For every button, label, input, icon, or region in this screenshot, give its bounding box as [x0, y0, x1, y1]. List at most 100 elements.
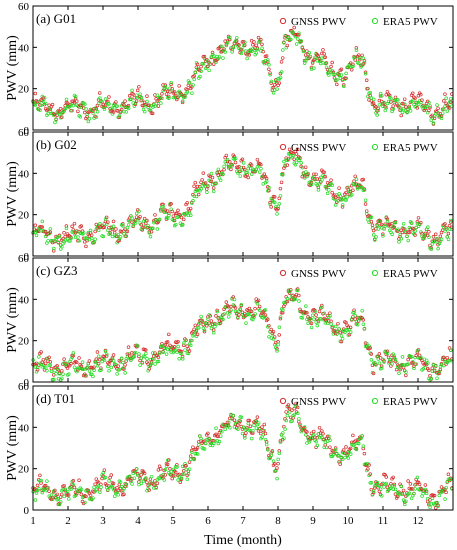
gnss-point	[195, 332, 200, 337]
gnss-point	[305, 311, 309, 315]
gnss-point	[96, 362, 101, 366]
era5-point	[270, 449, 275, 454]
gnss-point	[361, 177, 365, 182]
era5-point	[223, 50, 228, 54]
gnss-point	[245, 172, 249, 177]
gnss-point	[195, 446, 200, 450]
gnss-point	[171, 214, 176, 218]
gnss-point	[93, 482, 97, 487]
era5-point	[60, 376, 64, 381]
era5-point	[251, 428, 255, 433]
era5-point	[197, 443, 201, 447]
gnss-point	[190, 448, 194, 453]
gnss-point	[344, 445, 348, 449]
era5-point	[190, 91, 194, 95]
era5-point	[151, 351, 155, 355]
chart-panel: 0 20 40 60 (a) G01 GNSS PWV ERA5 PWV PWV (mm)	[5, 1, 454, 137]
era5-point	[218, 434, 223, 438]
era5-point	[255, 301, 260, 306]
era5-point	[212, 189, 216, 193]
era5-point	[37, 100, 41, 104]
gnss-point	[448, 220, 453, 224]
era5-point	[210, 322, 215, 326]
era5-point	[269, 79, 274, 84]
era5-point	[443, 497, 447, 501]
era5-point	[278, 440, 283, 445]
era5-point	[391, 487, 396, 491]
gnss-point	[324, 185, 329, 190]
era5-point	[232, 297, 237, 302]
era5-point	[346, 456, 351, 460]
era5-point	[177, 357, 181, 361]
era5-point	[380, 366, 384, 370]
era5-point	[306, 171, 310, 176]
gnss-point	[374, 227, 378, 231]
era5-point	[348, 330, 353, 334]
era5-point	[300, 165, 305, 170]
era5-point	[354, 177, 359, 181]
y-tick-label: 20	[18, 210, 30, 222]
gnss-point	[83, 110, 87, 115]
era5-point	[187, 467, 192, 471]
gnss-point	[147, 367, 151, 371]
y-tick-label: 60	[18, 381, 30, 393]
gnss-point	[201, 171, 206, 175]
gnss-point	[255, 415, 260, 419]
gnss-point	[377, 352, 382, 356]
legend-marker	[371, 269, 379, 277]
gnss-point	[111, 110, 116, 114]
gnss-point	[147, 488, 151, 492]
era5-point	[96, 101, 101, 106]
era5-point	[367, 220, 371, 225]
data-points	[31, 147, 454, 253]
era5-point	[371, 489, 376, 494]
era5-point	[312, 66, 316, 70]
era5-point	[184, 467, 188, 472]
gnss-point	[210, 50, 215, 55]
era5-point	[401, 106, 406, 111]
era5-point	[94, 359, 99, 364]
era5-point	[86, 119, 91, 124]
gnss-point	[248, 424, 253, 429]
gnss-point	[245, 425, 249, 430]
era5-point	[289, 37, 293, 42]
era5-point	[324, 445, 329, 450]
gnss-point	[179, 349, 184, 354]
era5-point	[362, 188, 367, 192]
gnss-point	[295, 287, 300, 291]
gnss-point	[260, 425, 264, 429]
era5-point	[217, 439, 222, 444]
gnss-point	[298, 422, 302, 427]
era5-point	[69, 487, 73, 491]
gnss-point	[209, 179, 214, 184]
era5-point	[320, 305, 324, 310]
era5-point	[220, 430, 224, 434]
gnss-point	[255, 157, 260, 162]
era5-point	[83, 102, 87, 107]
y-tick-label: 0	[24, 505, 30, 517]
era5-point	[91, 374, 95, 379]
era5-point	[297, 417, 301, 421]
gnss-point	[447, 224, 452, 228]
era5-point	[362, 326, 367, 331]
gnss-point	[301, 48, 306, 52]
era5-point	[130, 216, 134, 220]
gnss-point	[53, 112, 57, 117]
gnss-point	[408, 482, 413, 486]
era5-point	[91, 111, 95, 115]
gnss-point	[303, 53, 308, 57]
era5-point	[285, 296, 290, 301]
era5-point	[101, 234, 106, 239]
gnss-point	[292, 25, 296, 30]
gnss-point	[160, 341, 164, 346]
gnss-point	[246, 175, 250, 180]
era5-point	[345, 195, 349, 199]
gnss-point	[415, 219, 420, 224]
era5-point	[436, 246, 440, 251]
era5-point	[274, 204, 278, 209]
era5-point	[258, 308, 262, 313]
era5-point	[296, 37, 300, 41]
era5-point	[427, 100, 431, 105]
gnss-point	[279, 180, 284, 185]
era5-point	[174, 222, 178, 227]
